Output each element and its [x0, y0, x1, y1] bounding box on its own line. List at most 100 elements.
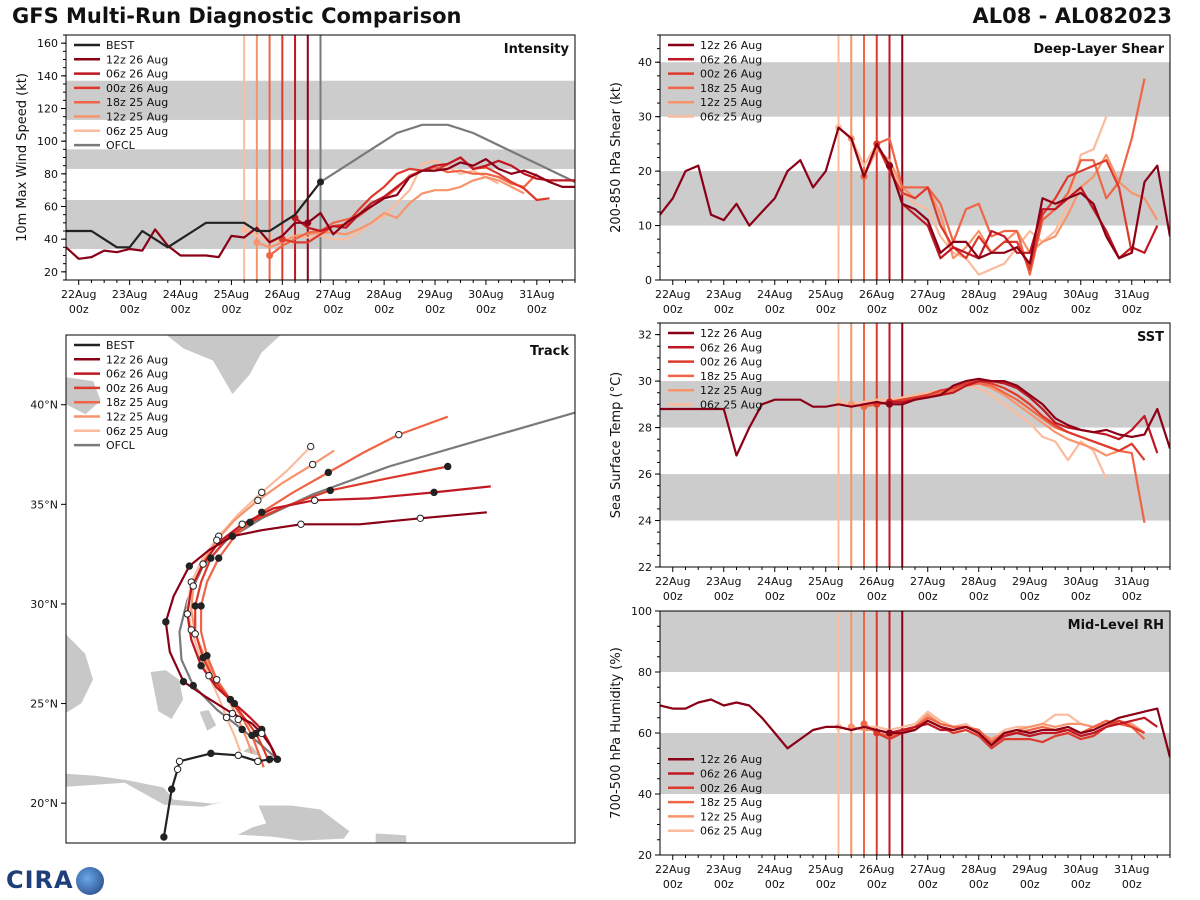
legend-label-ofcl: OFCL	[106, 139, 136, 152]
sst-ytick-label: 30	[638, 375, 652, 388]
rh-band-1	[660, 611, 1170, 672]
logo-text: CIRA	[6, 866, 74, 894]
shear-xtick-label: 29Aug	[1012, 288, 1047, 301]
track-lat-label: 40°N	[30, 399, 58, 412]
track-series-00z-26-aug	[194, 465, 449, 764]
sst-xtick-label: 26Aug	[859, 575, 894, 588]
track-point-06z-26-aug	[310, 496, 319, 505]
intensity-xtick-label: 29Aug	[417, 288, 452, 301]
sst-xtick-label: 28Aug	[961, 575, 996, 588]
legend-label-best: BEST	[106, 339, 134, 352]
legend-label-00z-26-aug: 00z 26 Aug	[106, 382, 168, 395]
track-point-06z-26-aug	[197, 661, 205, 670]
rh-xtick-label: 27Aug	[910, 863, 945, 876]
track-point-06z-25-aug	[205, 671, 213, 680]
intensity-xtick-label: 24Aug	[163, 288, 198, 301]
intensity-point-12z-26-aug	[304, 219, 312, 227]
rh-xtick-label: 22Aug	[655, 863, 690, 876]
intensity-series-00z-26-aug	[282, 156, 550, 244]
track-series-06z-25-aug	[186, 445, 312, 752]
legend-label-06z-26-aug: 06z 26 Aug	[106, 68, 168, 81]
shear-series-06z-26-aug	[888, 165, 1159, 260]
track-lat-label: 30°N	[30, 598, 58, 611]
track-point-00z-26-aug	[207, 554, 215, 562]
intensity-ytick-label: 40	[44, 233, 58, 246]
rh-xtick-label: 28Aug	[961, 863, 996, 876]
sst-series-06z-25-aug	[838, 384, 1108, 480]
track-point-06z-25-aug	[258, 488, 266, 497]
rh-xtick-label: 00z	[867, 878, 887, 891]
intensity-xtick-label: 31Aug	[519, 288, 554, 301]
sst-xtick-label: 00z	[663, 590, 683, 603]
intensity-xtick-label: 00z	[120, 303, 140, 316]
track-lat-label: 20°N	[30, 797, 58, 810]
intensity-series-ofcl	[319, 123, 575, 183]
intensity-xtick-label: 00z	[425, 303, 445, 316]
sst-xtick-label: 25Aug	[808, 575, 843, 588]
track-point-12z-25-aug	[213, 536, 221, 544]
track-point-18z-25-aug	[395, 430, 403, 439]
legend-label-18z-25-aug: 18z 25 Aug	[700, 796, 762, 809]
rh-panel: 20 40 60 80 100 22Aug 00z 23Aug 00z 24Aug 00z 25Aug…	[609, 605, 1171, 891]
rh-xtick-label: 00z	[918, 878, 938, 891]
track-point-12z-26-aug	[228, 532, 237, 540]
track-point-00z-26-aug	[326, 486, 334, 495]
intensity-panel-title: Intensity	[504, 42, 570, 57]
track-series-ofcl	[178, 411, 575, 761]
intensity-xtick-label: 00z	[527, 303, 547, 316]
shear-xtick-label: 00z	[918, 303, 938, 316]
rh-xtick-label: 00z	[663, 878, 683, 891]
rh-xtick-label: 00z	[969, 878, 989, 891]
rh-ytick-label: 60	[638, 727, 652, 740]
track-point-12z-25-aug	[254, 496, 262, 505]
landmass-6	[149, 669, 184, 721]
shear-xtick-label: 00z	[969, 303, 989, 316]
track-point-best	[173, 765, 182, 773]
intensity-series-best	[66, 181, 322, 249]
shear-xtick-label: 23Aug	[706, 288, 741, 301]
rh-point-12z-26-aug	[886, 729, 893, 737]
rh-xtick-label: 30Aug	[1063, 863, 1098, 876]
legend-label-00z-26-aug: 00z 26 Aug	[700, 782, 762, 795]
legend-label-12z-26-aug: 12z 26 Aug	[106, 353, 168, 366]
sst-xtick-label: 00z	[1020, 590, 1040, 603]
track-point-12z-26-aug	[258, 729, 266, 738]
sst-ytick-label: 24	[638, 515, 652, 528]
sst-xtick-label: 00z	[714, 590, 734, 603]
shear-xtick-label: 00z	[1020, 303, 1040, 316]
sst-xtick-label: 29Aug	[1012, 575, 1047, 588]
track-series-18z-25-aug	[200, 415, 449, 768]
sst-xtick-label: 00z	[765, 590, 785, 603]
intensity-xtick-label: 00z	[69, 303, 89, 316]
intensity-ytick-label: 120	[37, 103, 58, 116]
sst-xtick-label: 24Aug	[757, 575, 792, 588]
rh-xtick-label: 26Aug	[859, 863, 894, 876]
landmass-2	[374, 832, 408, 843]
legend-label-12z-25-aug: 12z 25 Aug	[700, 96, 762, 109]
sst-xtick-label: 31Aug	[1114, 575, 1149, 588]
intensity-xtick-label: 23Aug	[112, 288, 147, 301]
rh-xtick-label: 00z	[1020, 878, 1040, 891]
sst-xtick-label: 22Aug	[655, 575, 690, 588]
intensity-xtick-label: 26Aug	[265, 288, 300, 301]
legend-label-06z-25-aug: 06z 25 Aug	[700, 399, 762, 412]
shear-xtick-label: 26Aug	[859, 288, 894, 301]
track-point-12z-25-aug	[308, 460, 317, 469]
rh-xtick-label: 24Aug	[757, 863, 792, 876]
legend-label-12z-26-aug: 12z 26 Aug	[700, 39, 762, 52]
rh-xtick-label: 00z	[816, 878, 836, 891]
rh-xtick-label: 25Aug	[808, 863, 843, 876]
rh-ytick-label: 100	[631, 605, 652, 618]
shear-xtick-label: 27Aug	[910, 288, 945, 301]
shear-xtick-label: 00z	[1122, 303, 1142, 316]
sst-xtick-label: 00z	[1071, 590, 1091, 603]
landmass-4	[165, 335, 282, 396]
track-point-12z-25-aug	[189, 582, 197, 590]
track-point-18z-25-aug	[324, 468, 333, 477]
landmass-3	[66, 633, 94, 714]
track-point-06z-26-aug	[183, 610, 192, 618]
legend-label-12z-25-aug: 12z 25 Aug	[700, 384, 762, 397]
legend-label-best: BEST	[106, 39, 134, 52]
legend-label-00z-26-aug: 00z 26 Aug	[700, 356, 762, 369]
